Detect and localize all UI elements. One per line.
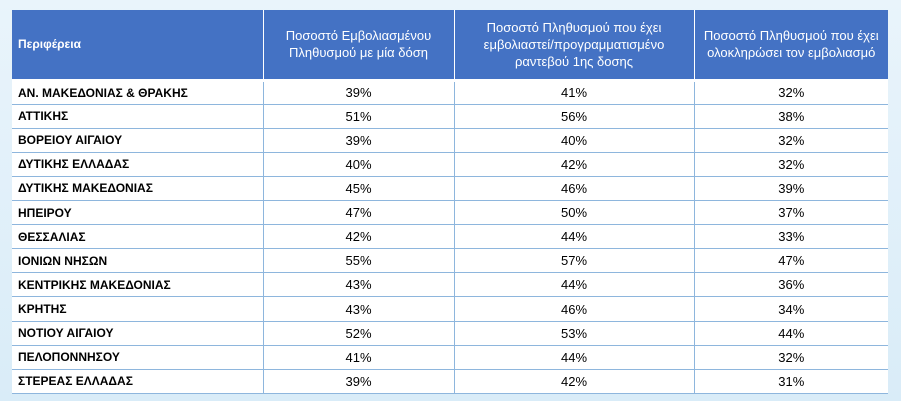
one-dose-cell: 43%	[263, 272, 455, 298]
fully-vaccinated-cell: 38%	[694, 104, 888, 129]
fully-vaccinated-cell: 32%	[694, 80, 888, 105]
table-row: ΗΠΕΙΡΟΥ 47% 50% 37%	[12, 200, 888, 226]
one-dose-cell: 41%	[263, 345, 455, 370]
fully-vaccinated-cell: 32%	[694, 128, 888, 153]
table-row: ΑΤΤΙΚΗΣ 51% 56% 38%	[12, 104, 888, 129]
one-dose-cell: 39%	[263, 369, 455, 395]
table-row: ΑΝ. ΜΑΚΕΔΟΝΙΑΣ & ΘΡΑΚΗΣ 39% 41% 32%	[12, 80, 888, 105]
first-dose-scheduled-cell: 40%	[454, 128, 695, 153]
column-header-fully-vaccinated: Ποσοστό Πληθυσμού που έχει ολοκληρώσει τ…	[694, 10, 888, 82]
fully-vaccinated-cell: 37%	[694, 200, 888, 226]
one-dose-cell: 39%	[263, 128, 455, 153]
table-row: ΣΤΕΡΕΑΣ ΕΛΛΑΔΑΣ 39% 42% 31%	[12, 369, 888, 395]
first-dose-scheduled-cell: 44%	[454, 224, 695, 250]
table-row: ΘΕΣΣΑΛΙΑΣ 42% 44% 33%	[12, 224, 888, 250]
fully-vaccinated-cell: 32%	[694, 152, 888, 177]
first-dose-scheduled-cell: 53%	[454, 321, 695, 346]
one-dose-cell: 52%	[263, 321, 455, 346]
table-body: ΑΝ. ΜΑΚΕΔΟΝΙΑΣ & ΘΡΑΚΗΣ 39% 41% 32% ΑΤΤΙΚΗΣ 5…	[12, 80, 888, 395]
region-cell: ΠΕΛΟΠΟΝΝΗΣΟΥ	[12, 345, 264, 370]
region-cell: ΒΟΡΕΙΟΥ ΑΙΓΑΙΟΥ	[12, 128, 264, 153]
first-dose-scheduled-cell: 57%	[454, 248, 695, 274]
region-cell: ΔΥΤΙΚΗΣ ΜΑΚΕΔΟΝΙΑΣ	[12, 176, 264, 202]
column-header-one-dose: Ποσοστό Εμβολιασμένου Πληθυσμού με μία δ…	[263, 10, 455, 82]
table-row: ΒΟΡΕΙΟΥ ΑΙΓΑΙΟΥ 39% 40% 32%	[12, 128, 888, 153]
fully-vaccinated-cell: 36%	[694, 272, 888, 298]
table-row: ΝΟΤΙΟΥ ΑΙΓΑΙΟΥ 52% 53% 44%	[12, 321, 888, 346]
region-cell: ΣΤΕΡΕΑΣ ΕΛΛΑΔΑΣ	[12, 369, 264, 395]
region-cell: ΚΕΝΤΡΙΚΗΣ ΜΑΚΕΔΟΝΙΑΣ	[12, 272, 264, 298]
region-cell: ΔΥΤΙΚΗΣ ΕΛΛΑΔΑΣ	[12, 152, 264, 177]
column-header-region: Περιφέρεια	[12, 10, 264, 82]
region-cell: ΝΟΤΙΟΥ ΑΙΓΑΙΟΥ	[12, 321, 264, 346]
region-cell: ΑΤΤΙΚΗΣ	[12, 104, 264, 129]
first-dose-scheduled-cell: 44%	[454, 345, 695, 370]
fully-vaccinated-cell: 47%	[694, 248, 888, 274]
fully-vaccinated-cell: 44%	[694, 321, 888, 346]
first-dose-scheduled-cell: 44%	[454, 272, 695, 298]
table-row: ΚΡΗΤΗΣ 43% 46% 34%	[12, 296, 888, 322]
one-dose-cell: 42%	[263, 224, 455, 250]
one-dose-cell: 40%	[263, 152, 455, 177]
one-dose-cell: 47%	[263, 200, 455, 226]
one-dose-cell: 45%	[263, 176, 455, 202]
fully-vaccinated-cell: 32%	[694, 345, 888, 370]
vaccination-table-container: Περιφέρεια Ποσοστό Εμβολιασμένου Πληθυσμ…	[12, 10, 888, 395]
vaccination-table: Περιφέρεια Ποσοστό Εμβολιασμένου Πληθυσμ…	[12, 10, 888, 395]
table-header: Περιφέρεια Ποσοστό Εμβολιασμένου Πληθυσμ…	[12, 10, 888, 82]
table-row: ΔΥΤΙΚΗΣ ΜΑΚΕΔΟΝΙΑΣ 45% 46% 39%	[12, 176, 888, 202]
region-cell: ΗΠΕΙΡΟΥ	[12, 200, 264, 226]
one-dose-cell: 39%	[263, 80, 455, 105]
first-dose-scheduled-cell: 42%	[454, 369, 695, 395]
column-header-first-dose-scheduled: Ποσοστό Πληθυσμού που έχει εμβολιαστεί/π…	[454, 10, 695, 82]
fully-vaccinated-cell: 39%	[694, 176, 888, 202]
first-dose-scheduled-cell: 56%	[454, 104, 695, 129]
first-dose-scheduled-cell: 42%	[454, 152, 695, 177]
fully-vaccinated-cell: 31%	[694, 369, 888, 395]
region-cell: ΑΝ. ΜΑΚΕΔΟΝΙΑΣ & ΘΡΑΚΗΣ	[12, 80, 264, 105]
one-dose-cell: 51%	[263, 104, 455, 129]
first-dose-scheduled-cell: 46%	[454, 176, 695, 202]
fully-vaccinated-cell: 34%	[694, 296, 888, 322]
first-dose-scheduled-cell: 41%	[454, 80, 695, 105]
region-cell: ΙΟΝΙΩΝ ΝΗΣΩΝ	[12, 248, 264, 274]
table-row: ΙΟΝΙΩΝ ΝΗΣΩΝ 55% 57% 47%	[12, 248, 888, 274]
region-cell: ΘΕΣΣΑΛΙΑΣ	[12, 224, 264, 250]
region-cell: ΚΡΗΤΗΣ	[12, 296, 264, 322]
first-dose-scheduled-cell: 46%	[454, 296, 695, 322]
table-row: ΠΕΛΟΠΟΝΝΗΣΟΥ 41% 44% 32%	[12, 345, 888, 370]
one-dose-cell: 55%	[263, 248, 455, 274]
table-row: ΔΥΤΙΚΗΣ ΕΛΛΑΔΑΣ 40% 42% 32%	[12, 152, 888, 177]
one-dose-cell: 43%	[263, 296, 455, 322]
table-row: ΚΕΝΤΡΙΚΗΣ ΜΑΚΕΔΟΝΙΑΣ 43% 44% 36%	[12, 272, 888, 298]
header-row: Περιφέρεια Ποσοστό Εμβολιασμένου Πληθυσμ…	[12, 10, 888, 82]
fully-vaccinated-cell: 33%	[694, 224, 888, 250]
first-dose-scheduled-cell: 50%	[454, 200, 695, 226]
